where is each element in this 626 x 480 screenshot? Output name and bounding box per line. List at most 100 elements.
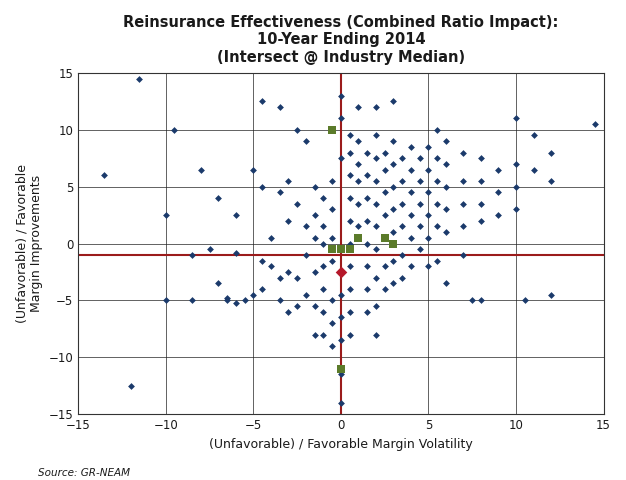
Point: [292, 274, 302, 281]
Point: [362, 171, 372, 179]
Point: [432, 177, 442, 185]
Point: [406, 263, 416, 270]
Point: [406, 166, 416, 173]
Point: [362, 240, 372, 247]
Point: [310, 302, 320, 310]
Point: [476, 200, 486, 207]
Point: [414, 155, 424, 162]
Point: [397, 177, 407, 185]
Point: [528, 166, 538, 173]
Point: [371, 223, 381, 230]
Point: [546, 177, 556, 185]
Point: [511, 115, 521, 122]
Point: [327, 205, 337, 213]
Point: [222, 297, 232, 304]
Point: [371, 331, 381, 338]
Point: [336, 313, 346, 321]
Point: [388, 257, 398, 264]
Point: [423, 143, 433, 151]
Point: [187, 297, 197, 304]
Point: [388, 279, 398, 287]
Point: [231, 299, 241, 307]
Point: [546, 291, 556, 299]
Point: [275, 189, 285, 196]
X-axis label: (Unfavorable) / Favorable Margin Volatility: (Unfavorable) / Favorable Margin Volatil…: [209, 438, 473, 451]
Point: [292, 302, 302, 310]
Point: [362, 285, 372, 293]
Point: [266, 263, 276, 270]
Point: [458, 177, 468, 185]
Point: [441, 137, 451, 145]
Point: [240, 297, 250, 304]
Point: [161, 211, 171, 219]
Point: [275, 297, 285, 304]
Point: [388, 183, 398, 191]
Point: [327, 126, 337, 133]
Point: [257, 183, 267, 191]
Point: [319, 331, 329, 338]
Point: [336, 92, 346, 99]
Point: [353, 160, 363, 168]
Point: [406, 211, 416, 219]
Point: [135, 75, 145, 83]
Point: [397, 200, 407, 207]
Point: [161, 297, 171, 304]
Point: [423, 211, 433, 219]
Point: [371, 132, 381, 139]
Point: [310, 268, 320, 276]
Point: [379, 166, 389, 173]
Point: [257, 257, 267, 264]
Point: [231, 249, 241, 256]
Point: [327, 245, 337, 253]
Point: [353, 200, 363, 207]
Point: [345, 194, 355, 202]
Point: [275, 274, 285, 281]
Point: [397, 155, 407, 162]
Point: [476, 217, 486, 225]
Point: [345, 285, 355, 293]
Point: [222, 294, 232, 302]
Point: [379, 234, 389, 242]
Point: [379, 211, 389, 219]
Point: [336, 336, 346, 344]
Point: [423, 189, 433, 196]
Point: [100, 171, 110, 179]
Point: [388, 137, 398, 145]
Point: [423, 166, 433, 173]
Point: [388, 97, 398, 105]
Point: [345, 217, 355, 225]
Point: [336, 245, 346, 253]
Point: [590, 120, 600, 128]
Point: [362, 308, 372, 316]
Point: [336, 268, 346, 276]
Point: [371, 155, 381, 162]
Point: [388, 240, 398, 247]
Point: [319, 223, 329, 230]
Point: [371, 245, 381, 253]
Point: [379, 189, 389, 196]
Point: [511, 183, 521, 191]
Point: [493, 166, 503, 173]
Y-axis label: (Unfavorable) / Favorable
Margin Improvements: (Unfavorable) / Favorable Margin Improve…: [15, 164, 43, 323]
Point: [319, 285, 329, 293]
Point: [284, 217, 294, 225]
Point: [432, 126, 442, 133]
Point: [345, 308, 355, 316]
Point: [336, 399, 346, 407]
Point: [528, 132, 538, 139]
Text: Source: GR-NEAM: Source: GR-NEAM: [38, 468, 130, 478]
Point: [231, 211, 241, 219]
Point: [310, 331, 320, 338]
Point: [327, 297, 337, 304]
Point: [441, 279, 451, 287]
Point: [414, 245, 424, 253]
Point: [362, 149, 372, 156]
Point: [319, 263, 329, 270]
Point: [301, 137, 311, 145]
Point: [205, 245, 215, 253]
Point: [353, 234, 363, 242]
Point: [266, 234, 276, 242]
Point: [520, 297, 530, 304]
Point: [327, 257, 337, 264]
Point: [379, 234, 389, 242]
